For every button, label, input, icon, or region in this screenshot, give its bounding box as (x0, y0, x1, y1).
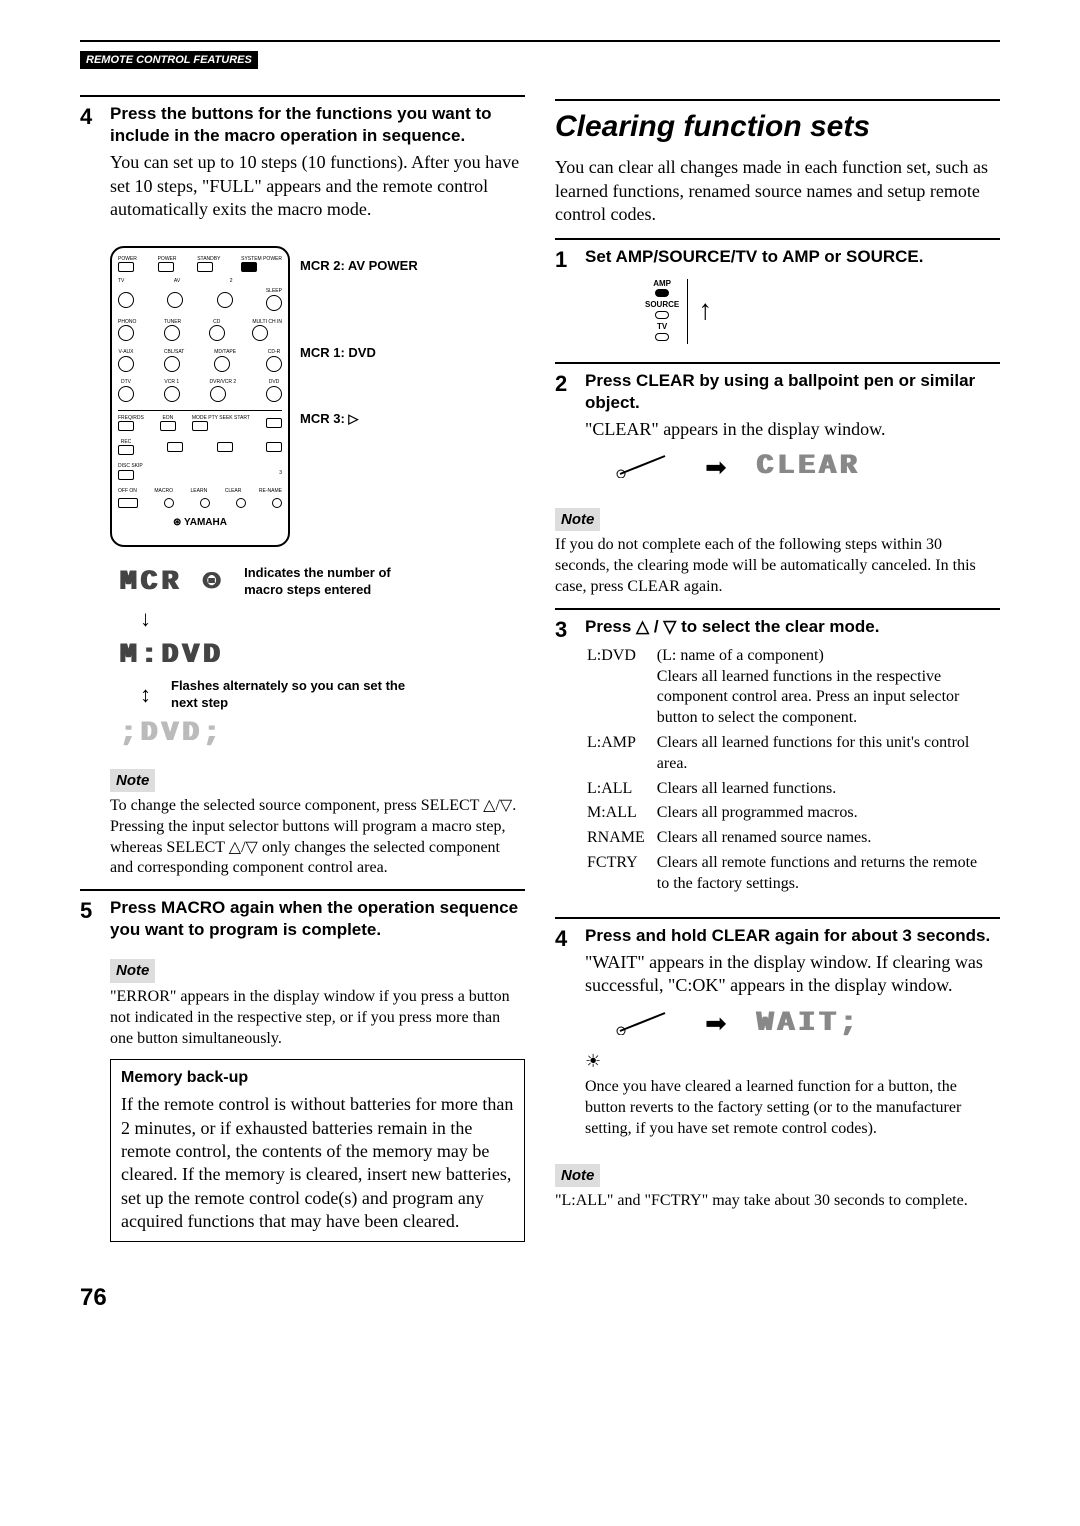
mode-desc: Clears all remote functions and returns … (657, 853, 998, 897)
mode-desc: Clears all renamed source names. (657, 828, 998, 851)
note-text: "L:ALL" and "FCTRY" may take about 30 se… (555, 1191, 1000, 1212)
note-label: Note (110, 769, 155, 793)
step-num: 5 (80, 897, 110, 945)
table-row: M:ALLClears all programmed macros. (587, 803, 998, 826)
macro-display-block: MCR ⊙ Indicates the number of macro step… (120, 565, 525, 753)
mode-key: L:ALL (587, 779, 655, 802)
wait-pen-row: ➡ WAIT; (615, 1006, 1000, 1042)
step-num: 4 (80, 103, 110, 229)
step-text: You can set up to 10 steps (10 functions… (110, 151, 525, 221)
left-step4: 4 Press the buttons for the functions yo… (80, 103, 525, 229)
note-label: Note (555, 1164, 600, 1188)
seg-clear: CLEAR (757, 449, 861, 485)
right-step2: 2 Press CLEAR by using a ballpoint pen o… (555, 370, 1000, 494)
left-column: 4 Press the buttons for the functions yo… (80, 89, 525, 1242)
memory-title: Memory back-up (121, 1068, 514, 1089)
memory-box: Memory back-up If the remote control is … (110, 1059, 525, 1242)
remote-brand: YAMAHA (184, 517, 227, 528)
mode-key: L:DVD (587, 646, 655, 731)
header-rule (80, 40, 1000, 42)
annot-flash: Flashes alternately so you can set the n… (171, 678, 431, 712)
mode-key: FCTRY (587, 853, 655, 897)
right-step3: 3 Press △ / ▽ to select the clear mode. … (555, 616, 1000, 909)
pen-icon (615, 1007, 675, 1041)
page-number: 76 (80, 1282, 1000, 1313)
mcr-label-2: MCR 2: AV POWER (300, 258, 418, 275)
pen-icon: document.currentScript.previousElementSi… (615, 450, 675, 484)
note-text: If you do not complete each of the follo… (555, 535, 1000, 597)
mode-desc: Clears all learned functions for this un… (657, 733, 998, 777)
clearing-intro: You can clear all changes made in each f… (555, 156, 1000, 226)
arrow-icon: ➡ (705, 1007, 727, 1041)
mode-key: RNAME (587, 828, 655, 851)
table-row: L:DVD(L: name of a component) Clears all… (587, 646, 998, 731)
table-row: RNAMEClears all renamed source names. (587, 828, 998, 851)
mode-key: M:ALL (587, 803, 655, 826)
seg-wait: WAIT; (757, 1006, 861, 1042)
right-step4: 4 Press and hold CLEAR again for about 3… (555, 925, 1000, 1150)
mcr-label-1: MCR 1: DVD (300, 345, 418, 362)
tip-text: Once you have cleared a learned function… (585, 1077, 1000, 1139)
seg-mcr: MCR ⊙ (120, 565, 224, 601)
mode-key: L:AMP (587, 733, 655, 777)
memory-text: If the remote control is without batteri… (121, 1093, 514, 1233)
clear-pen-row: document.currentScript.previousElementSi… (615, 449, 1000, 485)
note-text: "ERROR" appears in the display window if… (110, 987, 525, 1049)
remote-diagram: POWER POWER STANDBY SYSTEM POWER TV AV 2… (110, 246, 290, 547)
tip-icon: ☀ (585, 1050, 1000, 1073)
mode-desc: Clears all programmed macros. (657, 803, 998, 826)
section-tag: REMOTE CONTROL FEATURES (80, 51, 258, 69)
seg-dvd: ;DVD; (120, 718, 224, 749)
step-head: Press the buttons for the functions you … (110, 103, 525, 147)
table-row: L:AMPClears all learned functions for th… (587, 733, 998, 777)
amp-switch: AMP SOURCE TV ↑ (645, 279, 1000, 344)
right-step1: 1 Set AMP/SOURCE/TV to AMP or SOURCE. AM… (555, 246, 1000, 353)
arrow-icon: ➡ (705, 451, 727, 485)
columns: 4 Press the buttons for the functions yo… (80, 89, 1000, 1242)
remote-diagram-wrap: POWER POWER STANDBY SYSTEM POWER TV AV 2… (110, 238, 525, 555)
clearing-title: Clearing function sets (555, 107, 1000, 146)
left-step5: 5 Press MACRO again when the operation s… (80, 897, 525, 945)
seg-mdvd: M:DVD (120, 640, 224, 671)
note-label: Note (555, 508, 600, 532)
table-row: L:ALLClears all learned functions. (587, 779, 998, 802)
right-column: Clearing function sets You can clear all… (555, 89, 1000, 1242)
note-label: Note (110, 959, 155, 983)
mode-desc: Clears all learned functions. (657, 779, 998, 802)
annot-steps: Indicates the number of macro steps ente… (244, 565, 424, 599)
mcr-label-3: MCR 3: ▷ (300, 411, 418, 428)
mode-desc: (L: name of a component) Clears all lear… (657, 646, 998, 731)
clear-modes-table: L:DVD(L: name of a component) Clears all… (585, 644, 1000, 899)
table-row: FCTRYClears all remote functions and ret… (587, 853, 998, 897)
step-head: Press MACRO again when the operation seq… (110, 897, 525, 941)
note-text: To change the selected source component,… (110, 796, 525, 879)
